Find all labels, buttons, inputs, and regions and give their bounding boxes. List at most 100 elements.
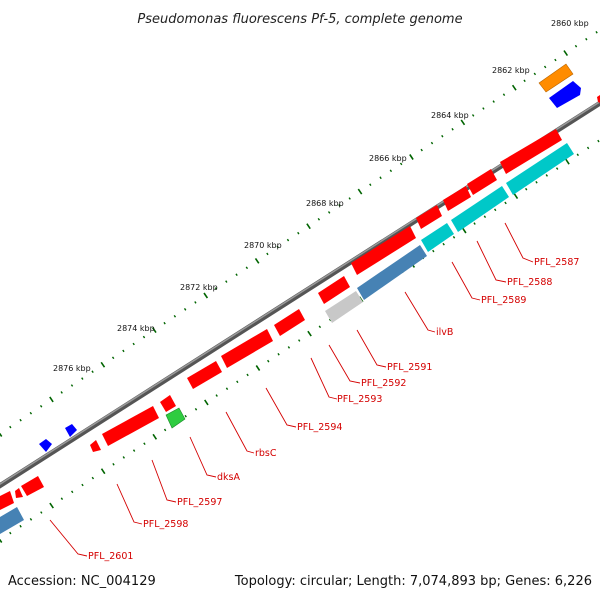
gene-feature-red-6[interactable] [318,276,350,304]
gene-feature-gray[interactable] [325,291,363,323]
major-tick [0,538,3,543]
gene-label-pfl-2601[interactable]: PFL_2601 [88,551,133,562]
minor-tick [183,308,187,311]
minor-tick [122,349,125,353]
gene-label-pfl-2598[interactable]: PFL_2598 [143,519,188,530]
minor-tick [277,353,280,356]
gene-feature-red-10[interactable] [160,395,176,412]
gene-label-ilvb[interactable]: ilvB [436,327,453,338]
gene-labels: PFL_2587 PFL_2588 PFL_2589 ilvB PFL_2591… [88,257,579,562]
gene-label-pfl-2588[interactable]: PFL_2588 [507,277,552,288]
scale-label-2866: 2866 kbp [369,154,407,163]
gene-feature-orange[interactable] [538,63,574,93]
minor-tick [441,134,444,138]
minor-tick [246,373,249,377]
minor-tick [132,449,136,452]
gene-feature-cyan-2[interactable] [451,186,509,232]
minor-tick [235,273,238,276]
gene-label-pfl-2592[interactable]: PFL_2592 [361,378,406,389]
minor-tick [163,428,167,432]
minor-tick [452,236,456,239]
gene-feature-cyan-1[interactable] [506,143,574,195]
minor-tick [492,100,495,103]
gene-feature-red-14[interactable] [15,488,23,498]
minor-tick [430,141,434,145]
minor-tick [327,211,331,214]
minor-tick [194,408,198,411]
minor-tick [379,176,382,180]
major-tick [203,292,209,299]
gene-label-dksa[interactable]: dksA [217,472,240,483]
major-tick [307,330,312,337]
minor-tick [471,114,475,117]
gene-label-leaders [49,222,534,557]
scale-label-2862: 2862 kbp [492,66,530,75]
major-tick [565,158,570,165]
gene-feature-blue-large[interactable] [549,81,581,108]
gene-feature-cyan-3[interactable] [421,223,454,252]
gene-feature-red-7[interactable] [274,309,305,336]
minor-tick [60,391,63,394]
gene-feature-blue-small-1[interactable] [39,439,52,452]
scale-labels: 2860 kbp 2862 kbp 2864 kbp 2866 kbp 2868… [53,19,589,373]
major-tick [563,50,569,57]
gene-label-pfl-2591[interactable]: PFL_2591 [387,362,432,373]
minor-tick [420,148,423,152]
gene-feature-steelblue-1[interactable] [357,245,427,300]
minor-tick [225,280,228,283]
gene-label-rbsc[interactable]: rbsC [255,448,277,459]
minor-tick [214,287,218,290]
major-tick [357,188,363,195]
minor-tick [70,384,74,387]
minor-tick [266,252,269,256]
minor-tick [545,174,548,177]
minor-tick [91,476,95,480]
gene-label-pfl-2597[interactable]: PFL_2597 [177,497,222,508]
gene-feature-red-15[interactable] [0,491,14,510]
minor-tick [236,380,239,384]
genome-summary-text: Topology: circular; Length: 7,074,893 bp… [234,574,592,589]
gene-feature-red-5[interactable] [351,226,416,275]
gene-feature-red-1[interactable] [500,129,562,174]
minor-tick [574,44,578,48]
gene-feature-red-13[interactable] [21,476,44,496]
gene-feature-red-4[interactable] [416,205,442,229]
minor-tick [9,531,12,535]
gene-feature-green[interactable] [165,407,186,429]
gene-feature-red-9[interactable] [187,361,222,389]
gene-label-pfl-2593[interactable]: PFL_2593 [337,394,382,405]
gene-feature-blue-small-2[interactable] [65,424,77,437]
minor-tick [432,249,435,253]
gene-feature-red-11[interactable] [102,406,159,446]
major-tick [100,361,106,368]
gene-feature-red-edge[interactable] [597,95,600,103]
gene-label-pfl-2587[interactable]: PFL_2587 [534,257,579,268]
minor-tick [111,356,115,360]
minor-tick [369,183,372,186]
gene-feature-red-8[interactable] [221,329,273,368]
gene-feature-steelblue-2[interactable] [0,507,24,534]
minor-tick [132,342,135,346]
major-tick [306,223,311,230]
minor-tick [39,404,43,408]
gene-feature-red-3[interactable] [443,186,471,211]
major-tick [151,327,157,334]
minor-tick [245,266,249,270]
scale-label-2860: 2860 kbp [551,19,589,28]
gene-feature-red-12[interactable] [90,440,101,452]
scale-label-2876: 2876 kbp [53,364,91,373]
scale-label-2870: 2870 kbp [244,241,282,250]
minor-tick [473,222,476,225]
minor-tick [586,146,590,150]
gene-label-pfl-2594[interactable]: PFL_2594 [297,422,342,433]
minor-tick [585,37,588,41]
minor-tick [225,387,229,390]
minor-tick [29,411,33,415]
minor-tick [122,456,125,459]
minor-tick [112,463,115,466]
minor-tick [595,31,598,34]
gene-feature-red-2[interactable] [467,169,497,195]
gene-label-pfl-2589[interactable]: PFL_2589 [481,295,526,306]
major-tick [152,433,158,440]
inner-tick-ring [0,139,600,543]
